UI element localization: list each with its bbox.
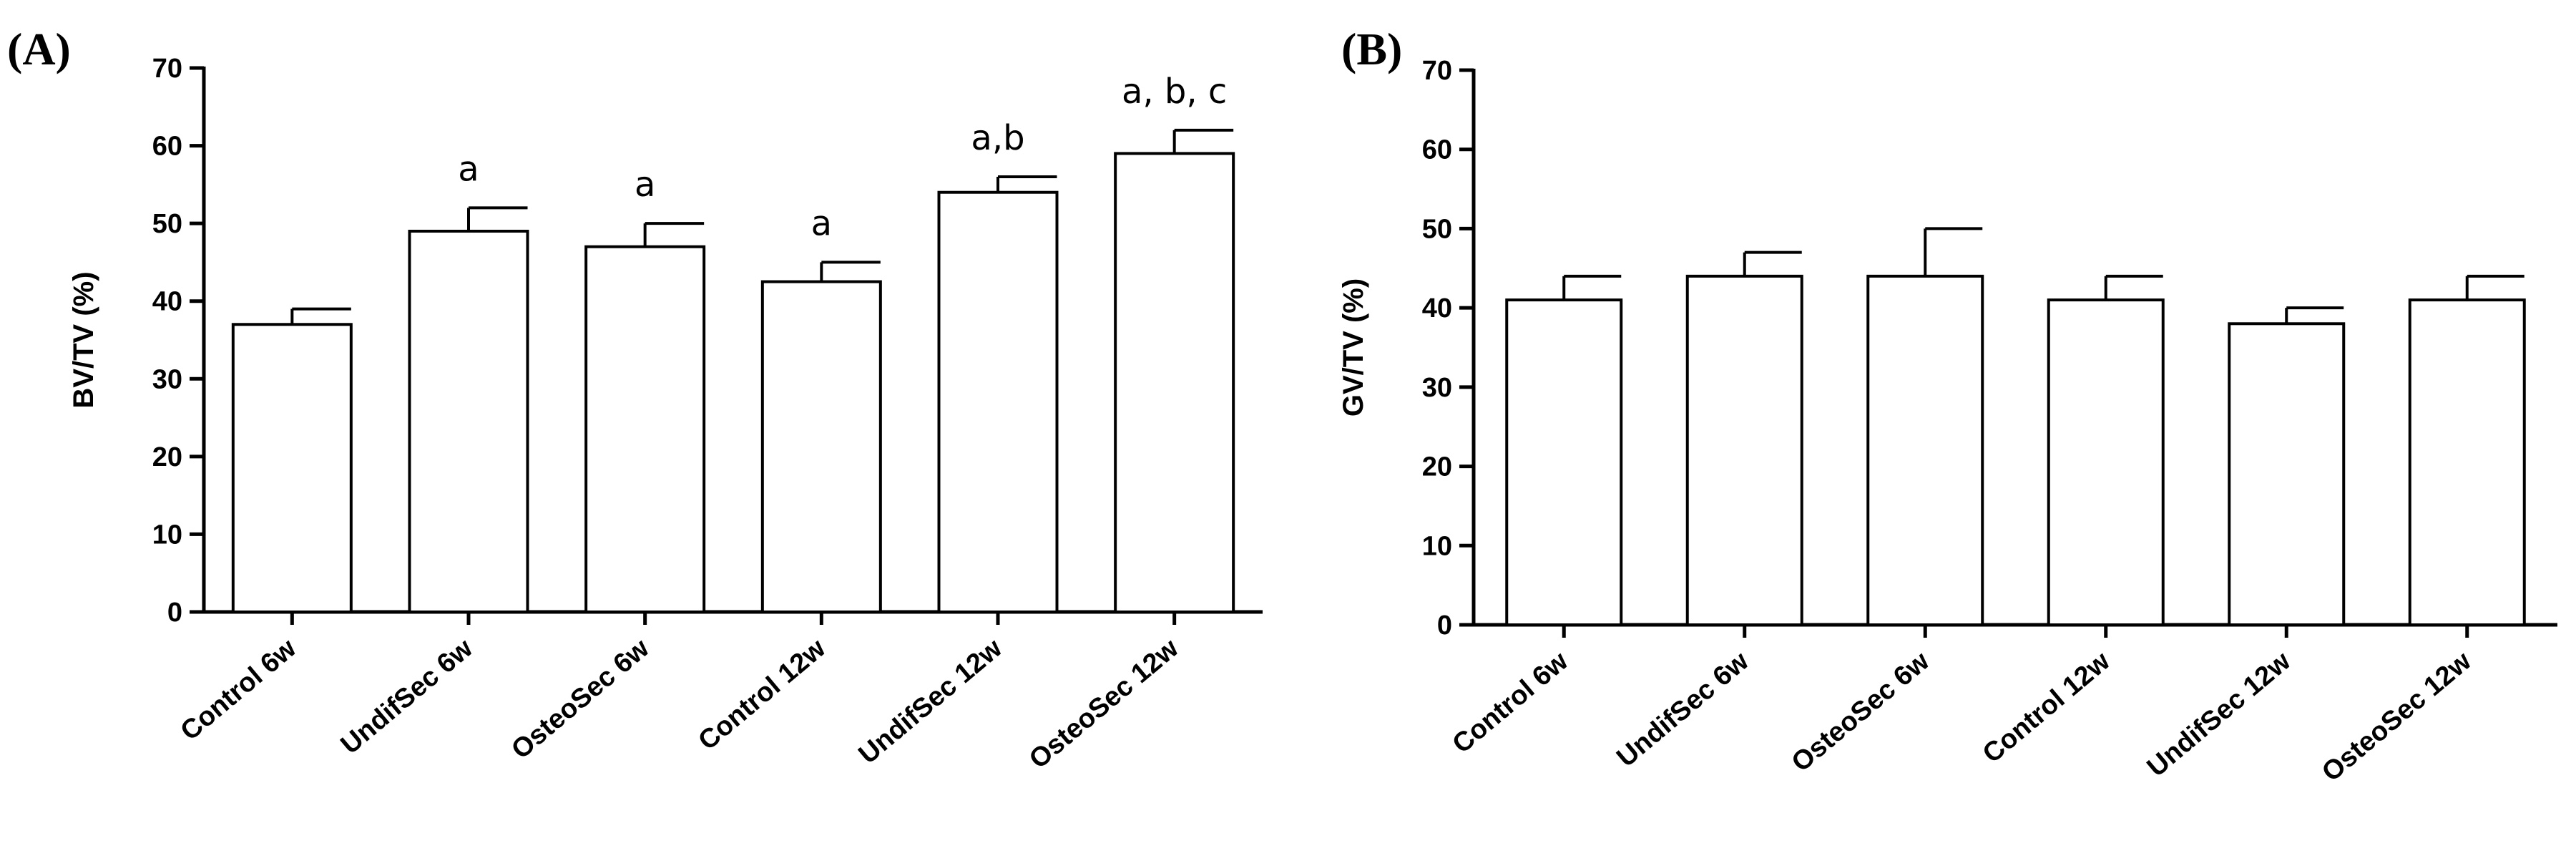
bar [1866,274,1984,626]
x-tick-label: UndifSec 6w [336,633,479,760]
x-tick-label: OsteoSec 6w [506,633,655,765]
y-tick-label: 30 [1422,373,1452,403]
y-tick-label: 40 [1422,293,1452,324]
y-tick-label: 20 [152,442,182,472]
y-axis-title: BV/TV (%) [68,271,99,408]
panel-a: (A) BV/TV (%) 0 10 20 30 40 50 60 70 Control 6w a Un… [7,24,1263,775]
x-tick-label: Control 6w [1447,646,1575,759]
bar [2408,298,2526,626]
y-tick-label: 10 [152,520,182,550]
x-tick-label: Control 12w [1977,646,2116,769]
significance-label: a [458,149,479,189]
x-tick-label: OsteoSec 12w [1024,633,1185,774]
significance-label: a [635,165,655,205]
y-tick-label: 70 [152,54,182,84]
y-tick-label: 50 [152,209,182,239]
bar [2228,322,2346,626]
bar [231,323,353,613]
bar [1114,152,1235,613]
x-tick-label: OsteoSec 6w [1786,646,1936,778]
panel-b: (B) GV/TV (%) 0 10 20 30 40 50 60 70 Control 6w Und… [1338,24,2557,788]
significance-label: a, b, c [1122,72,1227,112]
y-axis-title: GV/TV (%) [1338,278,1369,417]
y-tick-label: 20 [1422,452,1452,482]
x-tick-label: UndifSec 12w [2142,646,2297,782]
bar [584,245,706,613]
y-tick-label: 10 [1422,531,1452,561]
panel-label: (A) [7,24,71,74]
y-tick-label: 60 [1422,135,1452,165]
bar [1685,274,1803,626]
x-tick-label: UndifSec 12w [853,633,1009,769]
significance-label: a [811,203,832,243]
y-tick-label: 0 [1437,611,1452,641]
bar [1505,298,1623,626]
x-tick-label: UndifSec 6w [1611,646,1754,773]
y-tick-label: 40 [152,287,182,317]
bar [2047,298,2165,626]
bar [937,190,1059,613]
bar [408,230,529,613]
bar [760,280,882,613]
y-tick-label: 50 [1422,214,1452,244]
x-tick-label: Control 12w [693,633,832,756]
y-tick-label: 60 [152,132,182,162]
x-tick-label: OsteoSec 12w [2316,646,2477,787]
significance-label: a,b [971,118,1024,158]
y-tick-label: 70 [1422,56,1452,86]
y-tick-label: 30 [152,364,182,394]
panel-label: (B) [1341,24,1402,74]
x-tick-label: Control 6w [175,633,303,747]
y-tick-label: 0 [167,598,182,628]
